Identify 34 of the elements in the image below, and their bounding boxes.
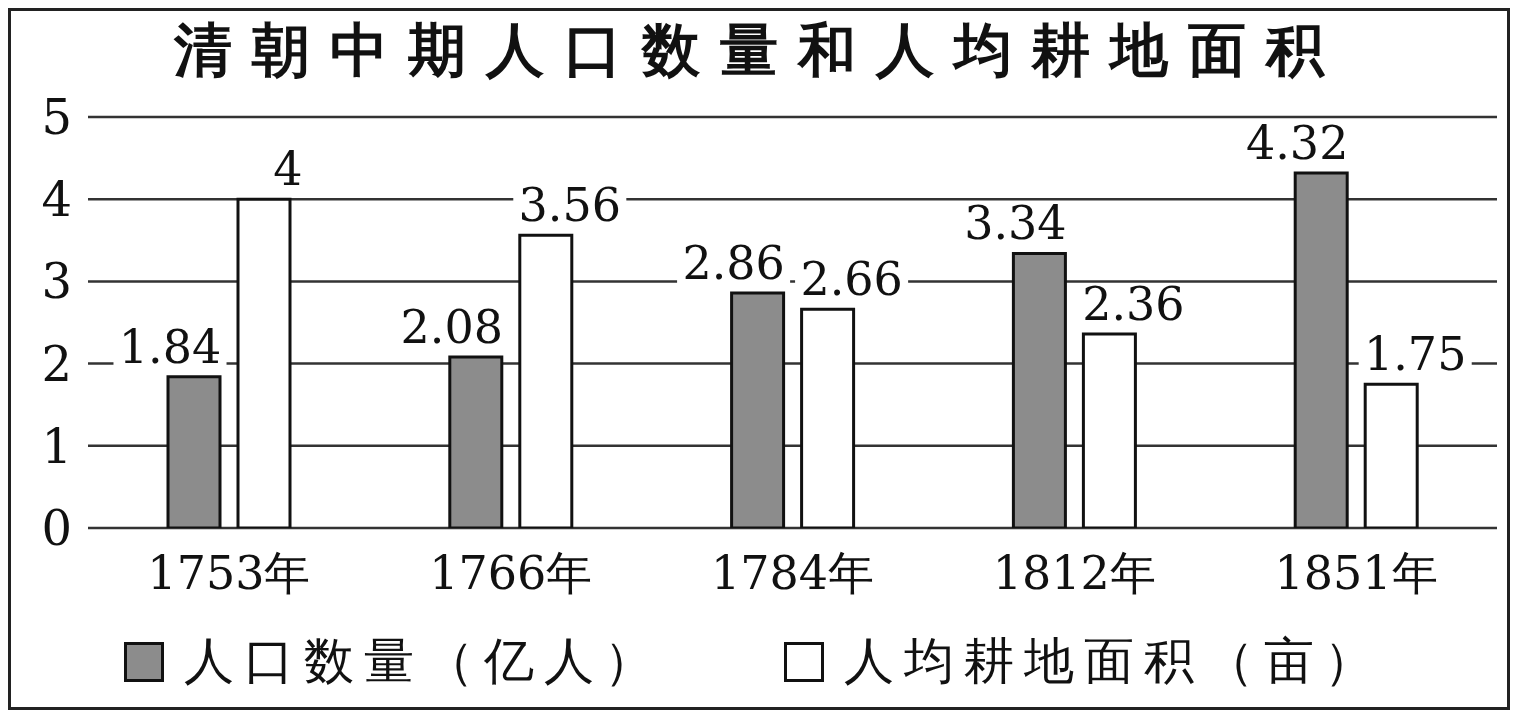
- data-label: 3.56: [518, 178, 622, 233]
- x-tick-label: 1784年: [710, 545, 875, 600]
- y-tick-label: 0: [41, 500, 72, 557]
- y-tick-label: 4: [41, 171, 72, 228]
- bar: [1011, 251, 1067, 528]
- data-label: 1.75: [1363, 327, 1467, 382]
- x-tick-label: 1766年: [429, 545, 593, 600]
- data-label: 4.32: [1245, 115, 1349, 170]
- bar: [166, 375, 222, 528]
- bar: [236, 197, 292, 528]
- x-tick-label: 1753年: [147, 545, 311, 600]
- bar: [730, 291, 786, 528]
- legend-label: 人口数量（亿人）: [184, 631, 664, 692]
- bar: [800, 307, 856, 528]
- bar: [1293, 171, 1349, 528]
- data-label: 1.84: [118, 319, 222, 374]
- data-label: 2.08: [400, 300, 504, 355]
- bar: [448, 355, 504, 528]
- bar: [1363, 382, 1419, 528]
- data-label: 4: [273, 142, 303, 197]
- bar: [518, 233, 574, 528]
- data-label: 2.86: [682, 235, 785, 290]
- data-label: 3.34: [964, 196, 1067, 251]
- y-tick-label: 1: [41, 417, 72, 474]
- y-tick-label: 2: [41, 335, 72, 392]
- data-label: 2.66: [800, 252, 903, 307]
- y-tick-label: 3: [41, 253, 72, 310]
- x-tick-label: 1812年: [992, 545, 1156, 600]
- y-tick-label: 5: [41, 89, 72, 146]
- x-tick-label: 1851年: [1274, 545, 1438, 600]
- chart-title: 清朝中期人口数量和人均耕地面积: [173, 15, 1345, 86]
- bar: [1081, 332, 1137, 528]
- legend-label: 人均耕地面积（亩）: [844, 631, 1384, 692]
- data-label: 2.36: [1082, 277, 1185, 332]
